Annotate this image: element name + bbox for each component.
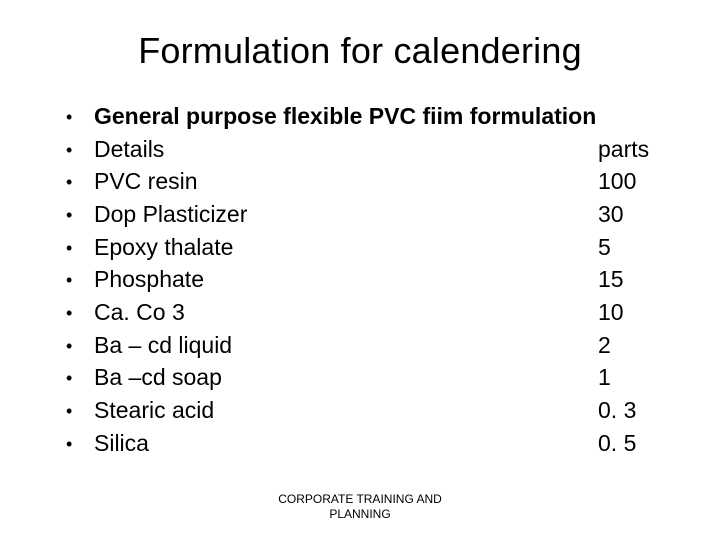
row-value: 0. 5 — [598, 427, 660, 460]
footer-line-1: CORPORATE TRAINING AND — [0, 492, 720, 507]
row-label: Details — [94, 133, 598, 166]
bullet-icon: • — [66, 432, 94, 458]
list-item: • Details parts — [66, 133, 660, 166]
bullet-icon: • — [66, 105, 94, 131]
list-item: • Phosphate 15 — [66, 263, 660, 296]
bullet-icon: • — [66, 236, 94, 262]
footer-line-2: PLANNING — [0, 507, 720, 522]
bullet-icon: • — [66, 366, 94, 392]
bullet-icon: • — [66, 170, 94, 196]
footer: CORPORATE TRAINING AND PLANNING — [0, 492, 720, 522]
row-label: Epoxy thalate — [94, 231, 598, 264]
row-value: 2 — [598, 329, 660, 362]
bullet-list: • General purpose flexible PVC fiim form… — [50, 100, 670, 459]
slide: Formulation for calendering • General pu… — [0, 0, 720, 540]
list-item: • Dop Plasticizer 30 — [66, 198, 660, 231]
row-label: General purpose flexible PVC fiim formul… — [94, 100, 598, 133]
bullet-icon: • — [66, 334, 94, 360]
bullet-icon: • — [66, 301, 94, 327]
row-value: parts — [598, 133, 660, 166]
row-label: Ba –cd soap — [94, 361, 598, 394]
row-value: 15 — [598, 263, 660, 296]
row-value: 10 — [598, 296, 660, 329]
list-item: • Ba –cd soap 1 — [66, 361, 660, 394]
bullet-icon: • — [66, 268, 94, 294]
list-item: • Stearic acid 0. 3 — [66, 394, 660, 427]
list-item: • Ba – cd liquid 2 — [66, 329, 660, 362]
slide-title: Formulation for calendering — [50, 30, 670, 72]
row-value: 1 — [598, 361, 660, 394]
row-label: Ca. Co 3 — [94, 296, 598, 329]
bullet-icon: • — [66, 399, 94, 425]
list-item: • Ca. Co 3 10 — [66, 296, 660, 329]
row-label: Stearic acid — [94, 394, 598, 427]
row-value: 0. 3 — [598, 394, 660, 427]
row-value: 100 — [598, 165, 660, 198]
bullet-icon: • — [66, 203, 94, 229]
row-value: 30 — [598, 198, 660, 231]
list-item: • PVC resin 100 — [66, 165, 660, 198]
row-label: PVC resin — [94, 165, 598, 198]
row-label: Ba – cd liquid — [94, 329, 598, 362]
row-value: 5 — [598, 231, 660, 264]
bullet-icon: • — [66, 138, 94, 164]
list-item: • General purpose flexible PVC fiim form… — [66, 100, 660, 133]
list-item: • Silica 0. 5 — [66, 427, 660, 460]
row-label: Phosphate — [94, 263, 598, 296]
row-label: Dop Plasticizer — [94, 198, 598, 231]
row-label: Silica — [94, 427, 598, 460]
list-item: • Epoxy thalate 5 — [66, 231, 660, 264]
